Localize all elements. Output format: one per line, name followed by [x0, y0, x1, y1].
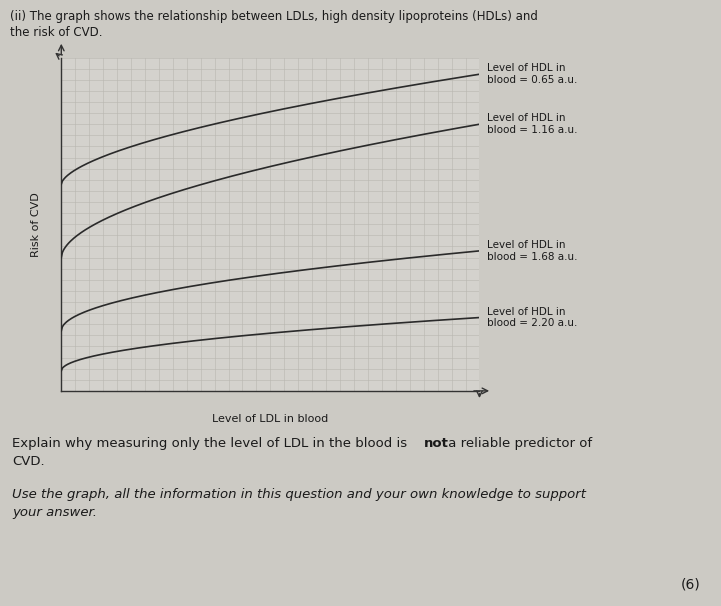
- Text: Level of HDL in
blood = 2.20 a.u.: Level of HDL in blood = 2.20 a.u.: [487, 307, 578, 328]
- Text: CVD.: CVD.: [12, 455, 45, 468]
- Text: Use the graph, all the information in this question and your own knowledge to su: Use the graph, all the information in th…: [12, 488, 586, 501]
- Text: Risk of CVD: Risk of CVD: [31, 192, 41, 256]
- Text: (ii) The graph shows the relationship between LDLs, high density lipoproteins (H: (ii) The graph shows the relationship be…: [10, 10, 538, 23]
- Text: your answer.: your answer.: [12, 505, 97, 519]
- Text: Explain why measuring only the level of LDL in the blood is: Explain why measuring only the level of …: [12, 437, 412, 450]
- Text: not: not: [424, 437, 448, 450]
- Text: Level of HDL in
blood = 1.16 a.u.: Level of HDL in blood = 1.16 a.u.: [487, 113, 578, 135]
- Text: (6): (6): [680, 578, 700, 592]
- Text: the risk of CVD.: the risk of CVD.: [10, 26, 102, 39]
- Text: Level of LDL in blood: Level of LDL in blood: [212, 415, 329, 424]
- Text: Level of HDL in
blood = 0.65 a.u.: Level of HDL in blood = 0.65 a.u.: [487, 64, 578, 85]
- Text: Level of HDL in
blood = 1.68 a.u.: Level of HDL in blood = 1.68 a.u.: [487, 240, 578, 262]
- Text: a reliable predictor of: a reliable predictor of: [444, 437, 593, 450]
